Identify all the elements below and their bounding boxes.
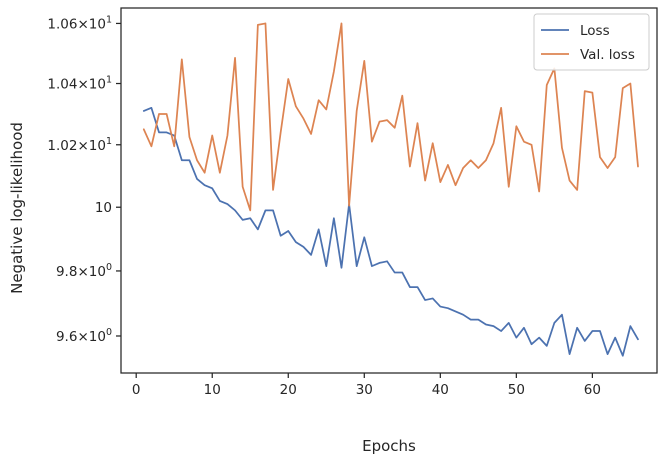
y-tick-exponent: 1	[106, 75, 112, 86]
y-axis-label: Negative log-likelihood	[8, 122, 26, 294]
legend-box	[533, 13, 650, 71]
x-tick-label: 10	[204, 382, 221, 398]
x-tick-label: 30	[356, 382, 373, 398]
x-tick-label: 40	[432, 382, 449, 398]
y-tick-mantissa: 9.8	[56, 264, 77, 280]
y-tick-times-ten: ×10	[77, 16, 106, 32]
series-line-val-loss	[142, 22, 639, 212]
y-tick-mantissa: 1.04	[47, 77, 77, 93]
series-line-loss	[142, 106, 639, 357]
x-axis-label: Epochs	[362, 437, 416, 455]
y-tick-mantissa: 1.02	[47, 138, 77, 154]
y-tick-label: 1.02×101	[47, 136, 112, 154]
legend-label-loss: Loss	[580, 23, 610, 39]
y-tick-times-ten: ×10	[77, 329, 106, 345]
y-tick-label: 9.8×100	[56, 262, 112, 280]
y-tick-mantissa: 9.6	[56, 329, 77, 345]
y-tick-mantissa: 1.06	[47, 16, 77, 32]
y-tick-exponent: 1	[106, 136, 112, 147]
y-tick-exponent: 0	[106, 262, 112, 273]
y-tick-exponent: 1	[106, 14, 112, 25]
legend: Loss Val. loss	[533, 13, 650, 71]
x-axis: 0 10 20 30 40 50 60	[132, 373, 601, 398]
y-tick-label: 1.06×101	[47, 14, 112, 32]
plot-frame	[120, 7, 658, 374]
y-tick-times-ten: ×10	[77, 138, 106, 154]
y-tick-label: 1.04×101	[47, 75, 112, 93]
x-tick-label: 50	[508, 382, 525, 398]
series-layer	[142, 22, 639, 357]
x-tick-label: 0	[132, 382, 141, 398]
x-tick-label: 60	[584, 382, 601, 398]
y-tick-label: 9.6×100	[56, 327, 112, 345]
x-tick-label: 20	[280, 382, 297, 398]
y-tick-exponent: 0	[106, 327, 112, 338]
legend-label-val-loss: Val. loss	[580, 47, 635, 63]
y-tick-times-ten: ×10	[77, 264, 106, 280]
y-tick-label: 10	[95, 200, 112, 216]
y-tick-times-ten: ×10	[77, 77, 106, 93]
